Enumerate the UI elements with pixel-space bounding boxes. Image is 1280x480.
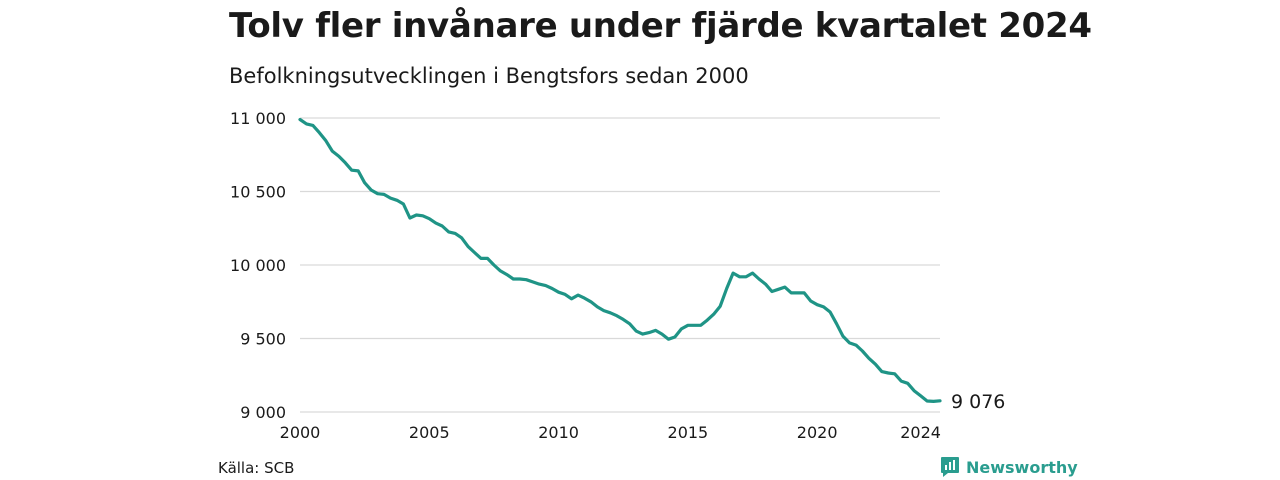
y-tick-label: 10 000 <box>230 256 286 275</box>
x-tick-label: 2000 <box>280 423 321 442</box>
x-tick-label: 2024 <box>900 423 941 442</box>
grid-lines <box>300 117 940 413</box>
x-tick-label: 2010 <box>538 423 579 442</box>
series-layer <box>298 117 942 403</box>
y-tick-label: 9 500 <box>240 330 286 349</box>
chart-subtitle: Befolkningsutvecklingen i Bengtsfors sed… <box>229 64 749 88</box>
x-tick-label: 2020 <box>797 423 838 442</box>
end-value-label: 9 076 <box>951 391 1005 413</box>
population-line <box>298 117 942 403</box>
chart-title: Tolv fler invånare under fjärde kvartale… <box>229 6 1092 46</box>
x-axis-ticks: 2000 2005 2010 2015 2020 2024 <box>280 423 941 442</box>
x-tick-label: 2005 <box>409 423 450 442</box>
brand-logo: Newsworthy <box>940 456 1078 478</box>
y-axis-ticks: 9 000 9 500 10 000 10 500 11 000 <box>230 109 286 422</box>
source-note: Källa: SCB <box>218 459 295 477</box>
brand-name: Newsworthy <box>966 457 1078 477</box>
y-tick-label: 11 000 <box>230 109 286 128</box>
y-tick-label: 10 500 <box>230 183 286 202</box>
newsworthy-logo-icon <box>941 457 959 477</box>
y-tick-label: 9 000 <box>240 403 286 422</box>
x-tick-label: 2015 <box>668 423 709 442</box>
